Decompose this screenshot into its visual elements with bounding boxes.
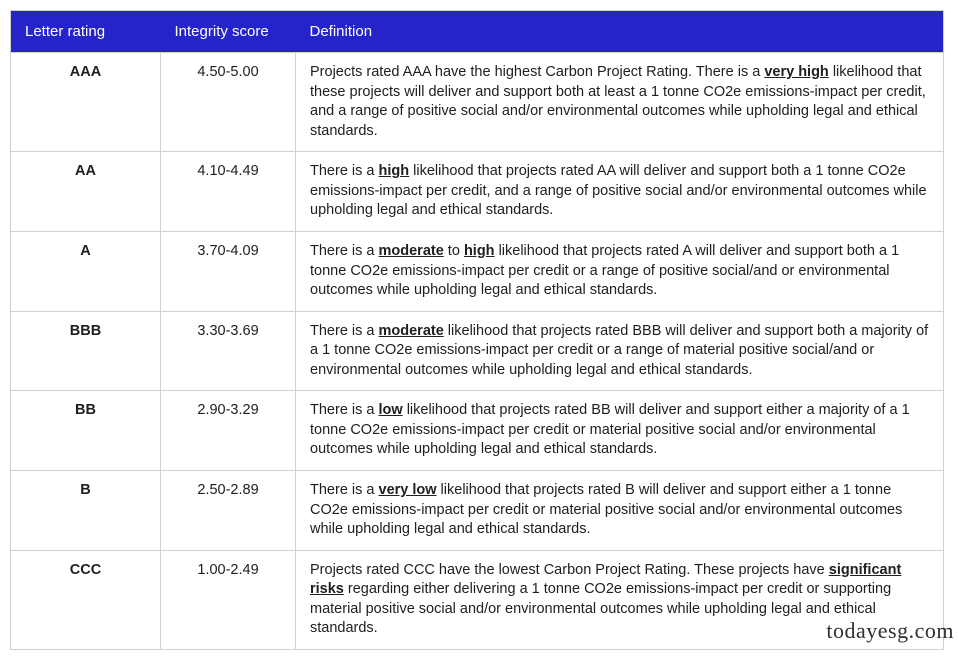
emphasis-text: low <box>379 402 403 418</box>
table-header-row: Letter rating Integrity score Definition <box>11 11 944 53</box>
table-row: B2.50-2.89There is a very low likelihood… <box>11 471 944 551</box>
cell-letter-rating: B <box>11 471 161 551</box>
cell-integrity-score: 1.00-2.49 <box>161 550 296 649</box>
ratings-table: Letter rating Integrity score Definition… <box>10 10 944 650</box>
table-row: BBB3.30-3.69There is a moderate likeliho… <box>11 311 944 391</box>
emphasis-text: high <box>379 163 410 179</box>
col-header-definition: Definition <box>296 11 944 53</box>
definition-text: There is a <box>310 402 379 418</box>
cell-definition: There is a very low likelihood that proj… <box>296 471 944 551</box>
cell-definition: There is a high likelihood that projects… <box>296 152 944 232</box>
cell-letter-rating: CCC <box>11 550 161 649</box>
table-row: BB2.90-3.29There is a low likelihood tha… <box>11 391 944 471</box>
cell-integrity-score: 2.50-2.89 <box>161 471 296 551</box>
definition-text: to <box>444 243 464 259</box>
table-row: AAA4.50-5.00 Projects rated AAA have the … <box>11 53 944 152</box>
cell-integrity-score: 3.30-3.69 <box>161 311 296 391</box>
cell-definition: Projects rated AAA have the highest Carb… <box>296 53 944 152</box>
cell-letter-rating: AA <box>11 152 161 232</box>
table-row: AA4.10-4.49There is a high likelihood th… <box>11 152 944 232</box>
emphasis-text: moderate <box>379 243 444 259</box>
cell-integrity-score: 2.90-3.29 <box>161 391 296 471</box>
definition-text: regarding either delivering a 1 tonne CO… <box>310 581 891 636</box>
cell-integrity-score: 3.70-4.09 <box>161 231 296 311</box>
cell-definition: There is a moderate to high likelihood t… <box>296 231 944 311</box>
cell-definition: There is a low likelihood that projects … <box>296 391 944 471</box>
table-body: AAA4.50-5.00 Projects rated AAA have the … <box>11 53 944 650</box>
table-row: A3.70-4.09There is a moderate to high li… <box>11 231 944 311</box>
table-row: CCC1.00-2.49 Projects rated CCC have the … <box>11 550 944 649</box>
emphasis-text: very high <box>764 64 828 80</box>
definition-text: There is a <box>310 323 379 339</box>
definition-text: There is a <box>310 163 379 179</box>
definition-text: Projects rated AAA have the highest Carb… <box>310 64 764 80</box>
emphasis-text: high <box>464 243 495 259</box>
cell-integrity-score: 4.50-5.00 <box>161 53 296 152</box>
cell-integrity-score: 4.10-4.49 <box>161 152 296 232</box>
col-header-integrity-score: Integrity score <box>161 11 296 53</box>
definition-text: There is a <box>310 482 379 498</box>
watermark-text: todayesg.com <box>826 618 954 644</box>
cell-letter-rating: BBB <box>11 311 161 391</box>
emphasis-text: very low <box>379 482 437 498</box>
cell-letter-rating: A <box>11 231 161 311</box>
definition-text: There is a <box>310 243 379 259</box>
cell-letter-rating: BB <box>11 391 161 471</box>
cell-letter-rating: AAA <box>11 53 161 152</box>
cell-definition: There is a moderate likelihood that proj… <box>296 311 944 391</box>
col-header-letter-rating: Letter rating <box>11 11 161 53</box>
emphasis-text: moderate <box>379 323 444 339</box>
definition-text: Projects rated CCC have the lowest Carbo… <box>310 562 829 578</box>
